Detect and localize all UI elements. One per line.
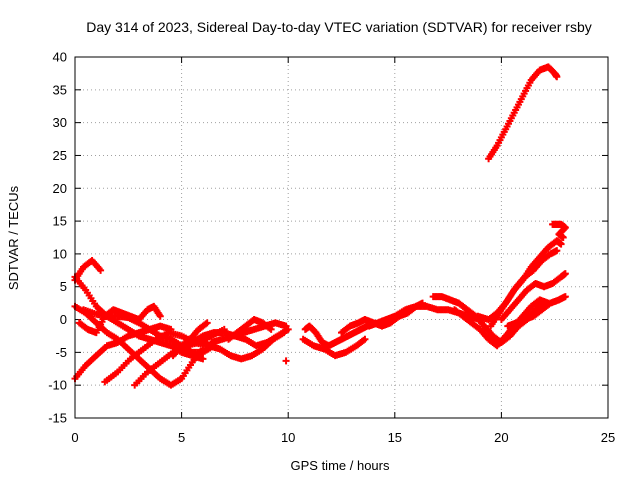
grid: [75, 57, 608, 418]
x-tick-label: 0: [71, 430, 78, 445]
x-axis-label: GPS time / hours: [291, 458, 390, 473]
x-tick-label: 10: [281, 430, 295, 445]
x-tick-label: 25: [601, 430, 615, 445]
x-axis-ticks: 0 5 10 15 20 25: [71, 57, 615, 445]
data-point: [156, 312, 164, 320]
data-point: [203, 319, 211, 327]
series-arc-23: [497, 270, 569, 324]
data-point: [280, 329, 288, 337]
series-arc-22: [487, 247, 561, 330]
data-point: [559, 234, 567, 241]
chart-title: Day 314 of 2023, Sidereal Day-to-day VTE…: [86, 19, 592, 35]
series-arc-14: [282, 357, 290, 365]
data-point: [267, 325, 275, 333]
y-tick-label: -10: [48, 378, 67, 393]
x-tick-label: 20: [494, 430, 508, 445]
series-arc-13: [225, 316, 275, 343]
y-tick-label: 0: [60, 312, 67, 327]
y-axis-ticks: -15 -10 -5 0 5 10 15 20 25 30 35 40: [48, 50, 608, 426]
series-arc-11: [195, 329, 288, 363]
plot-frame: [74, 56, 609, 419]
data-point: [553, 247, 561, 255]
y-tick-label: 20: [53, 181, 67, 196]
data-point: [199, 355, 207, 363]
y-tick-label: 40: [53, 50, 67, 65]
data-point: [361, 335, 369, 343]
data-point: [561, 293, 569, 301]
series-arc-4: [71, 322, 175, 383]
y-tick-label: 35: [53, 82, 67, 97]
y-tick-label: -5: [55, 345, 67, 360]
data-point: [557, 240, 565, 248]
data-points: [71, 63, 569, 389]
data-point: [282, 322, 290, 330]
y-tick-label: 10: [53, 246, 67, 261]
series-arc-25: [549, 220, 569, 241]
series-arc-26: [485, 63, 561, 163]
series-arc-24: [504, 293, 569, 330]
data-point: [282, 357, 290, 365]
data-point: [561, 270, 569, 278]
x-tick-label: 5: [178, 430, 185, 445]
y-tick-label: -15: [48, 411, 67, 426]
data-point: [97, 266, 105, 274]
y-axis-label: SDTVAR / TECUs: [6, 185, 21, 290]
y-tick-label: 15: [53, 214, 67, 229]
x-tick-label: 15: [388, 430, 402, 445]
series-arc-16: [299, 335, 369, 360]
y-tick-label: 5: [60, 279, 67, 294]
data-point: [553, 73, 561, 81]
y-tick-label: 25: [53, 148, 67, 163]
y-tick-label: 30: [53, 115, 67, 130]
